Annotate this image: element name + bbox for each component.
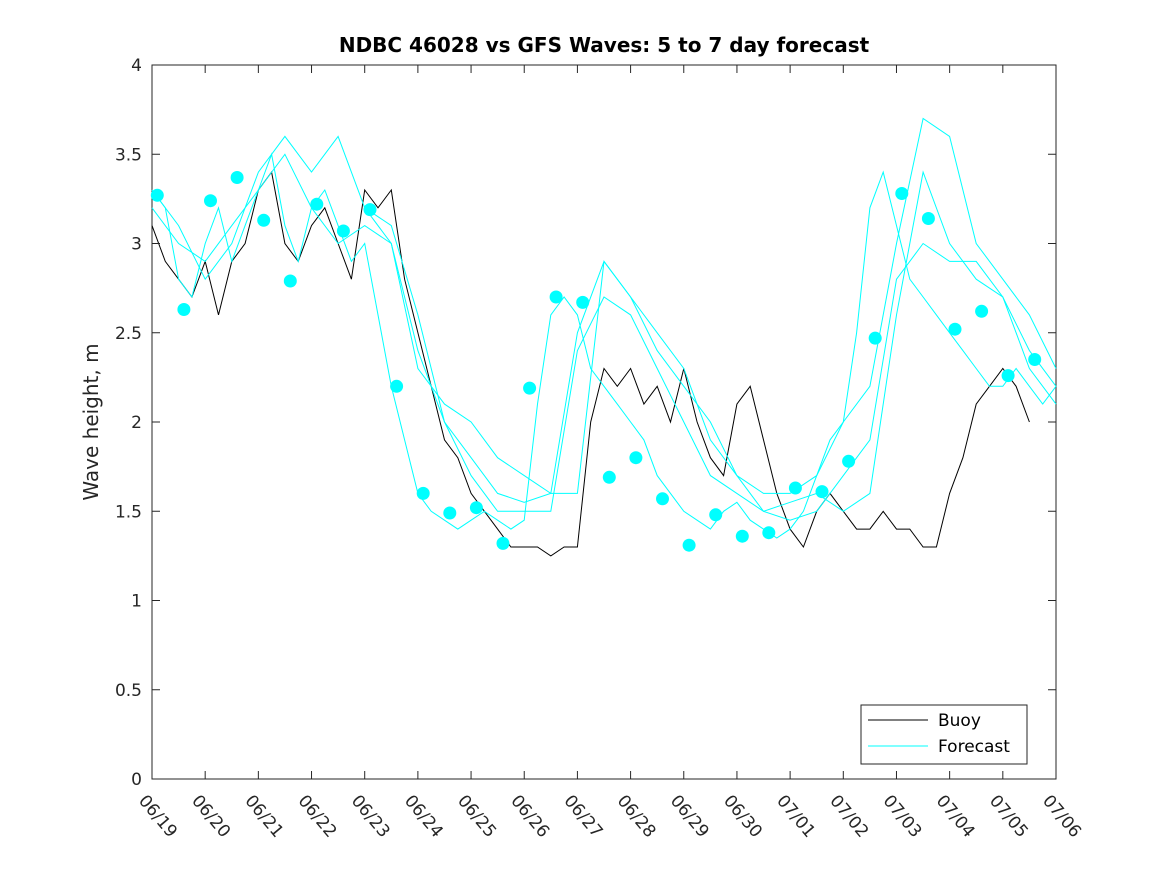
forecast-marker <box>496 536 510 550</box>
forecast-marker <box>735 529 749 543</box>
y-tick-label: 4 <box>131 56 142 76</box>
x-tick-label: 06/20 <box>187 791 234 841</box>
forecast-marker <box>257 213 271 227</box>
forecast-marker <box>230 171 244 184</box>
forecast-marker <box>576 295 590 309</box>
forecast-marker <box>842 454 856 468</box>
forecast-marker <box>602 470 616 484</box>
forecast-marker <box>656 492 669 506</box>
x-tick-label: 07/03 <box>879 791 926 841</box>
y-axis-label: Wave height, m <box>79 343 103 500</box>
x-tick-label: 07/05 <box>985 791 1032 841</box>
y-tick-label: 0.5 <box>115 681 142 701</box>
x-tick-label: 06/24 <box>400 791 447 841</box>
legend-forecast-label: Forecast <box>938 737 1010 757</box>
forecast-marker <box>416 486 430 500</box>
x-tick-label: 06/26 <box>506 791 553 841</box>
x-tick-label: 06/19 <box>134 791 181 841</box>
forecast-marker <box>1028 353 1042 366</box>
forecast-marker <box>868 331 882 345</box>
forecast-marker <box>336 224 350 238</box>
forecast-marker <box>150 188 164 202</box>
x-tick-label: 07/06 <box>1038 791 1085 841</box>
y-tick-label: 3 <box>131 235 142 255</box>
x-tick-label: 06/30 <box>719 791 766 841</box>
forecast-marker <box>310 197 324 211</box>
forecast-marker <box>921 212 935 225</box>
forecast-marker <box>549 290 563 304</box>
y-tick-label: 1 <box>131 592 142 612</box>
forecast-marker <box>629 451 643 465</box>
forecast-marker <box>390 379 404 393</box>
forecast-marker <box>682 538 696 552</box>
x-tick-label: 07/02 <box>825 791 872 841</box>
x-tick-label: 06/28 <box>613 791 660 841</box>
forecast-series-line-1 <box>151 152 1057 539</box>
legend-box <box>860 704 1028 765</box>
forecast-marker <box>363 203 377 217</box>
chart-title: NDBC 46028 vs GFS Waves: 5 to 7 day fore… <box>339 33 870 57</box>
y-tick-label: 0 <box>131 770 142 790</box>
forecast-series-line-4 <box>364 207 1057 521</box>
forecast-markers <box>150 171 1042 552</box>
legend: Buoy Forecast <box>860 704 1028 765</box>
forecast-marker <box>762 526 776 540</box>
x-tick-label: 06/23 <box>347 791 394 841</box>
forecast-marker <box>204 194 217 208</box>
forecast-marker <box>443 506 457 520</box>
x-tick-label: 06/22 <box>294 791 341 841</box>
forecast-marker <box>948 322 962 336</box>
forecast-marker <box>788 481 802 495</box>
forecast-marker <box>975 304 989 318</box>
y-tick-label: 1.5 <box>115 502 142 522</box>
y-tick-label: 2 <box>131 413 142 433</box>
x-tick-label: 07/04 <box>932 791 979 841</box>
legend-buoy-label: Buoy <box>938 711 981 731</box>
x-tick-label: 06/21 <box>241 791 288 841</box>
x-tick-label: 07/01 <box>772 791 819 841</box>
forecast-marker <box>1001 369 1015 383</box>
forecast-marker <box>177 303 191 316</box>
y-tick-label: 2.5 <box>115 324 142 344</box>
x-tick-label: 06/27 <box>560 791 607 841</box>
forecast-marker <box>469 501 483 515</box>
forecast-marker <box>815 485 829 499</box>
forecast-marker <box>709 508 723 522</box>
x-tick-label: 06/29 <box>666 791 713 841</box>
series-layer <box>151 117 1057 557</box>
x-tick-label: 06/25 <box>453 791 500 841</box>
plot-area <box>151 64 1057 780</box>
forecast-marker <box>523 381 537 395</box>
forecast-marker <box>895 187 909 200</box>
forecast-marker <box>283 274 297 288</box>
y-tick-label: 3.5 <box>115 145 142 165</box>
